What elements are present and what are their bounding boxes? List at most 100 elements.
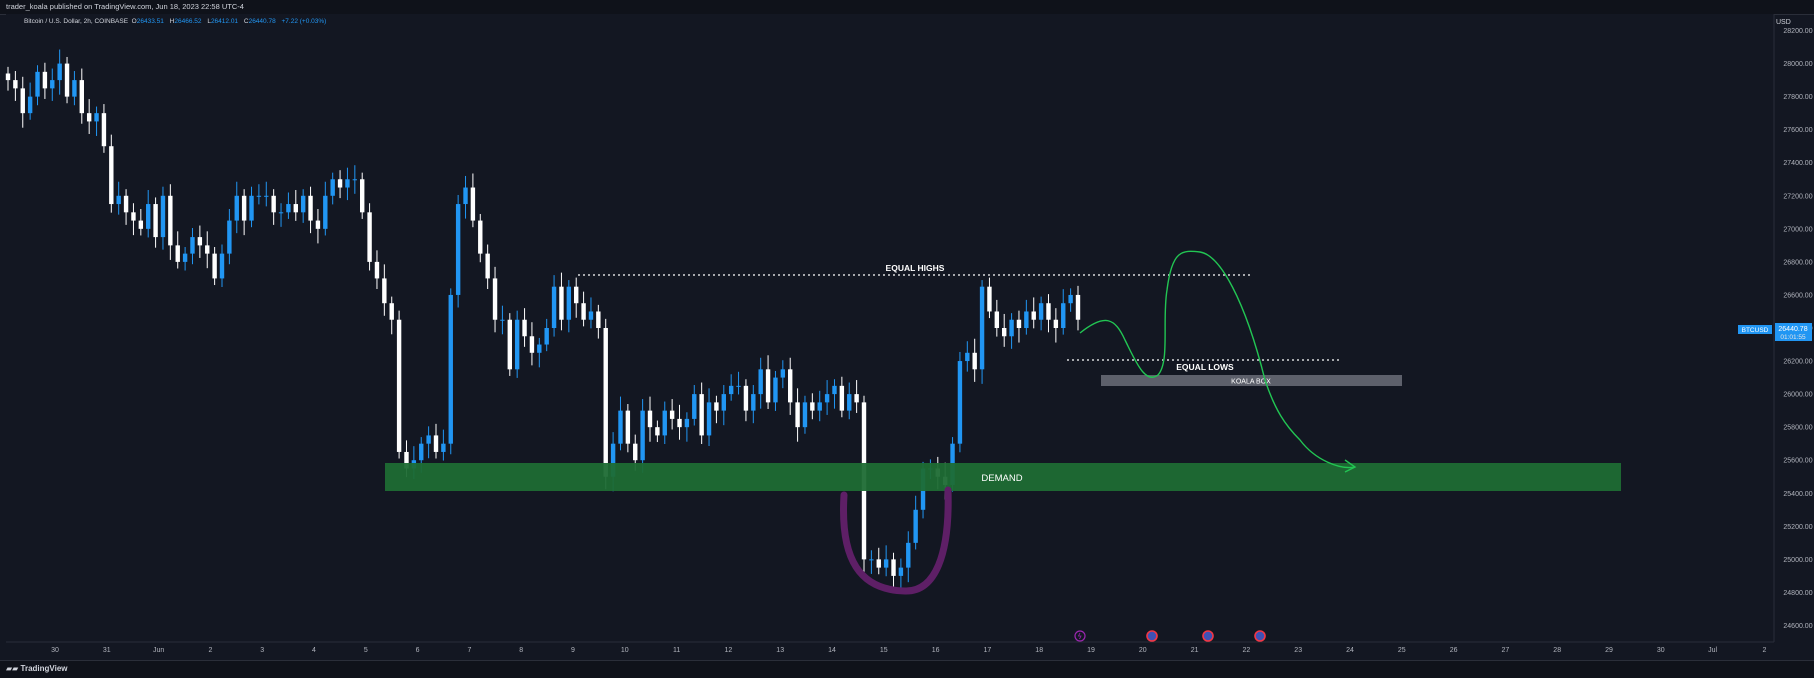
time-tick-label: 30 [1657,647,1665,654]
time-tick-label: 7 [467,647,471,654]
candle-body [35,71,40,97]
time-tick-label: 28 [1553,647,1561,654]
candle-body [699,394,704,436]
us-flag-event-icon [1146,630,1158,642]
candle-body [463,187,468,205]
candle-body [367,212,372,262]
candle-body [264,195,269,197]
candle-body [308,195,313,221]
candle-body [1075,294,1081,320]
current-symbol-tag: BTCUSD [1742,327,1769,334]
candle-body [692,394,697,419]
candle-body [300,195,306,213]
candle-body [559,286,564,320]
price-tick-label: 25400.00 [1783,491,1812,498]
time-tick-label: 11 [673,647,680,654]
time-tick-label: Jun [153,647,164,654]
projection-arrowhead [1344,459,1357,473]
time-tick-label: 8 [519,647,523,654]
candle-body [574,286,579,304]
price-tick-label: 27600.00 [1783,127,1812,134]
price-tick-label: 27000.00 [1783,226,1812,233]
time-tick-label: 25 [1398,647,1406,654]
candle-body [647,410,653,428]
candle-body [116,195,121,205]
candle-body [448,294,453,444]
tradingview-logo[interactable]: ▰▰ TradingView [6,664,68,673]
time-axis[interactable]: 30 31 Jun 2 3 4 5 6 7 8 9 10 11 12 13 14 15 16 17 18 19 20 21 2… [51,647,1766,654]
equal-lows-label: EQUAL LOWS [1176,362,1234,372]
candle-body [389,303,394,320]
candle-body [898,567,904,576]
candle-body [832,385,837,395]
candle-body [190,237,195,254]
candle-body [618,410,623,444]
chart-pane[interactable] [6,14,1774,642]
candle-body [1024,311,1029,328]
demand-zone[interactable] [385,463,1621,491]
candle-body [957,361,963,444]
candle-body [824,394,830,403]
time-tick-label: 26 [1450,647,1458,654]
projection-path[interactable] [1079,250,1356,469]
candle-body [374,261,380,279]
candle-body [751,394,756,411]
candle-body [441,443,446,452]
time-tick-label: 17 [984,647,992,654]
candle-body [278,212,284,214]
candle-body [293,204,298,213]
candle-body [131,212,136,221]
candle-body [168,195,173,246]
candle-body [227,220,232,254]
candle-body [1053,319,1059,328]
demand-label: DEMAND [981,473,1022,484]
candle-body [906,542,911,568]
candle-body [655,427,660,436]
candle-body [765,369,771,403]
candle-body [50,80,55,89]
candle-body [706,402,712,436]
time-tick-label: 10 [621,647,629,654]
close-label: C [243,18,249,25]
time-tick-label: 19 [1087,647,1095,654]
low-value: 26412.01 [210,18,239,25]
candle-body [1038,303,1044,320]
koala-box[interactable] [1101,375,1402,386]
koala-box-label: KOALA BOX [1231,379,1271,386]
candle-body [345,179,350,188]
candle-body [160,195,166,238]
open-value: 26433.51 [136,18,164,25]
price-tick-label: 26600.00 [1783,292,1812,299]
candle-body [669,410,675,419]
price-tick-label: 25600.00 [1783,458,1812,465]
time-tick-label: 30 [51,647,59,654]
candle-body [1016,319,1022,328]
price-axis[interactable]: USD [1773,14,1791,642]
candle-body [684,418,690,428]
candle-body [182,253,188,262]
time-tick-label: 12 [725,647,733,654]
equal-highs-label: EQUAL HIGHS [886,263,945,273]
us-flag-event-icon [1202,630,1214,642]
published-text: trader_koala published on TradingView.co… [6,2,244,11]
candle-body [123,195,129,213]
time-tick-label: 15 [880,647,888,654]
candle-body [596,311,601,328]
candle-body [138,220,144,229]
event-icons[interactable] [1074,630,1266,642]
u-highlight-drawing[interactable] [840,486,952,595]
candle-body [514,319,520,370]
time-tick-label: 16 [932,647,940,654]
candle-body [42,71,48,89]
price-tick-label: 28200.00 [1783,28,1812,35]
time-tick-label: 6 [416,647,420,654]
candle-body [146,204,151,229]
candle-body [883,559,889,568]
candle-body [1046,303,1051,320]
candle-body [485,253,490,279]
candle-body [640,410,645,461]
time-tick-label: 29 [1605,647,1613,654]
time-tick-label: 2 [1762,647,1766,654]
candle-body [544,328,549,345]
